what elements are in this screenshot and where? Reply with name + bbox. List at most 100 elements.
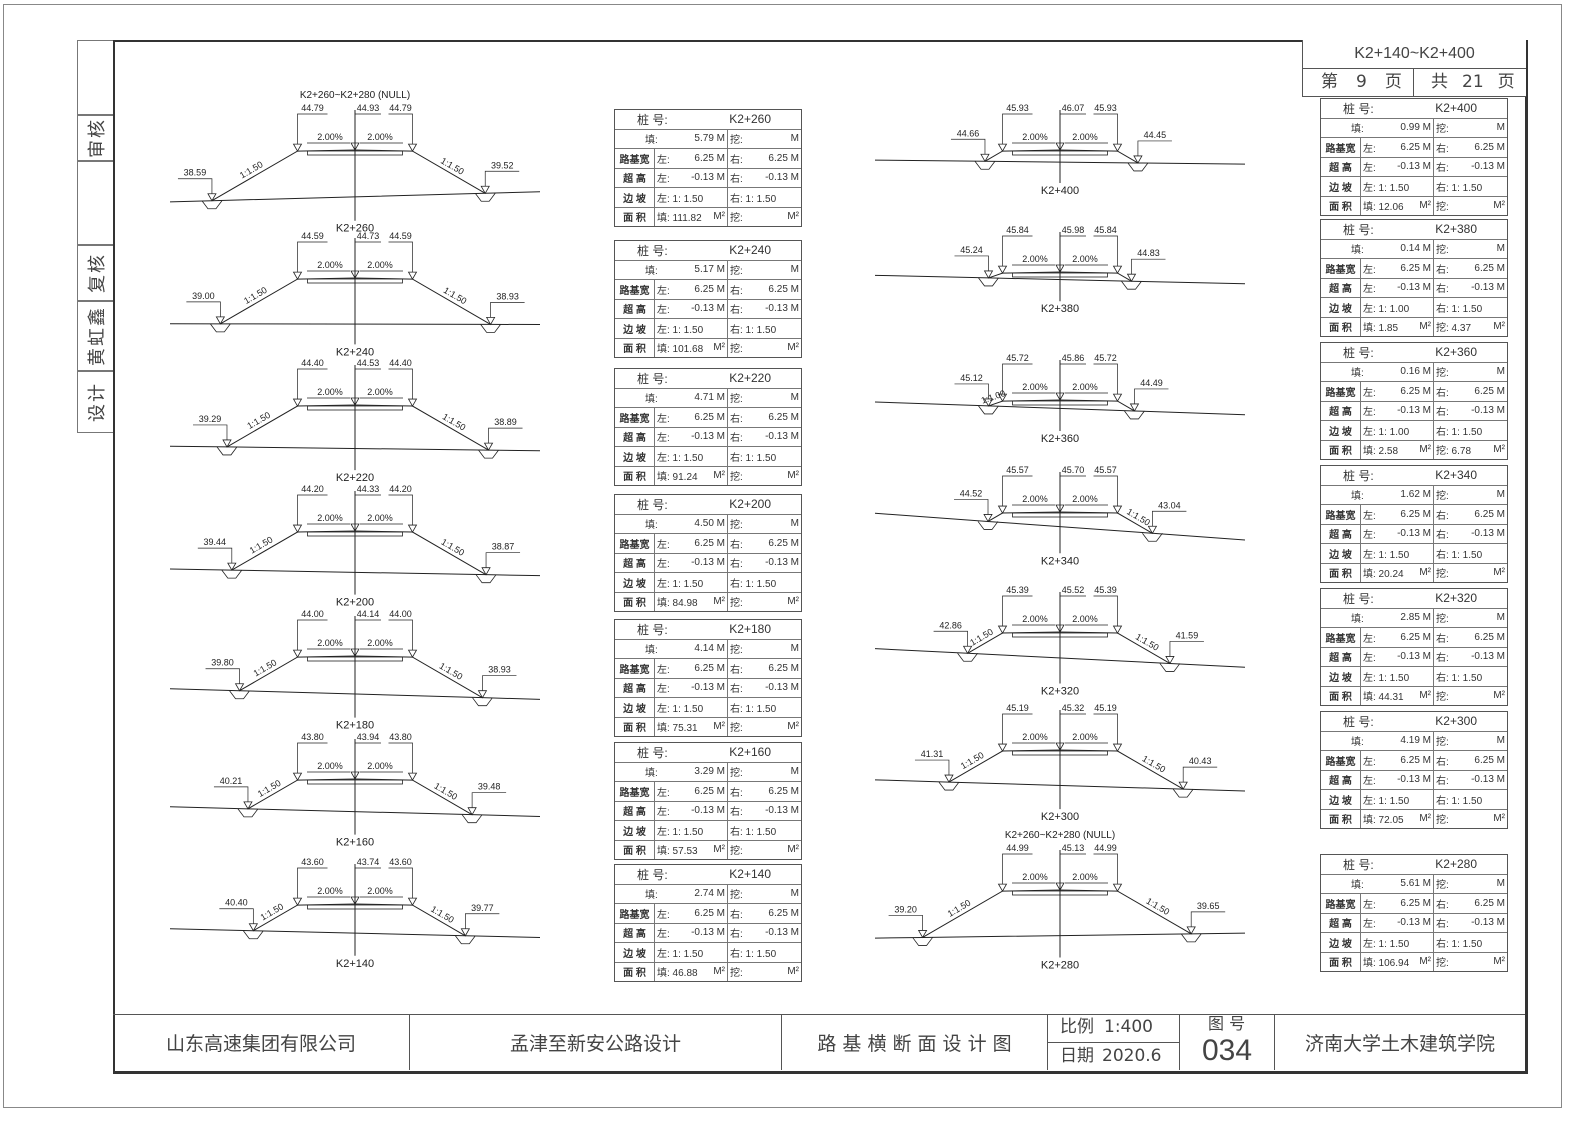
slope-right: 右: 1: 1.50 <box>730 193 777 205</box>
elevation-center: 44.53 <box>357 358 380 368</box>
embankment-outline <box>988 399 1135 412</box>
elevation-triangle-icon <box>292 897 303 906</box>
crossfall-right: 2.00% <box>1072 132 1098 142</box>
ground-line <box>874 648 1246 668</box>
table-row: 超 高左: -0.13 M 右: -0.13 M <box>1321 912 1507 932</box>
leader-line <box>197 547 233 564</box>
table-row: 超 高左: -0.13 M 右: -0.13 M <box>615 167 801 187</box>
elevation-edge-left: 45.93 <box>1006 103 1029 113</box>
cut-depth: 挖: M <box>1436 489 1505 503</box>
elevation-toe-left: 45.12 <box>960 373 983 383</box>
leader-line <box>914 759 950 776</box>
elevation-triangle-icon <box>997 743 1008 752</box>
elevation-triangle-icon <box>1112 143 1123 152</box>
ground-line <box>874 779 1246 792</box>
row-label: 面 积 <box>1321 563 1361 582</box>
row-label: 边 坡 <box>615 319 655 338</box>
table-row: 桩 号: K2+220 <box>615 369 801 388</box>
width-right: 右: 6.25 M <box>1436 262 1505 276</box>
table-row: 填: 2.85 M 挖: M <box>1321 607 1507 627</box>
cut-depth: 挖: M <box>1436 243 1505 257</box>
elevation-edge-left: 45.39 <box>1006 585 1029 595</box>
section-data-table: 桩 号: K2+180 填: 4.14 M 挖: M 路基宽 左: 6.25 M 右: 6.25 M… <box>614 619 802 737</box>
elevation-triangle-icon <box>1112 743 1123 752</box>
slope-left: 左: 1: 1.00 <box>1361 298 1434 317</box>
table-row: 路基宽 左: 6.25 M 右: 6.25 M <box>615 407 801 427</box>
row-label: 面 积 <box>1321 196 1361 215</box>
table-row: 边 坡左: 1: 1.50 右: 1: 1.50 <box>1321 666 1507 686</box>
row-label: 面 积 <box>1321 686 1361 705</box>
elevation-edge-right: 45.72 <box>1094 353 1117 363</box>
width-left: 左: 6.25 M <box>1361 138 1434 157</box>
elevation-triangle-icon <box>292 649 303 658</box>
table-row: 桩 号: K2+320 <box>1321 589 1507 608</box>
row-label: 路基宽 <box>1321 259 1361 278</box>
station-row: 桩 号: K2+200 <box>637 497 771 512</box>
leader-line <box>1002 595 1033 627</box>
row-label: 面 积 <box>615 840 655 859</box>
width-right: 右: 6.25 M <box>730 537 799 551</box>
elevation-triangle-icon <box>292 398 303 407</box>
elevation-edge-left: 43.80 <box>301 732 324 742</box>
leader-line <box>954 383 989 399</box>
slope-left: 左: 1: 1.50 <box>1361 177 1434 196</box>
ground-line <box>169 191 541 203</box>
ditch <box>472 697 493 707</box>
table-row: 边 坡左: 1: 1.50 右: 1: 1.50 <box>615 572 801 592</box>
ditch <box>478 449 499 459</box>
width-right: 右: 6.25 M <box>1436 897 1505 911</box>
area-fill: 填: 2.58 M² <box>1361 440 1434 459</box>
row-label: 边 坡 <box>1321 544 1361 563</box>
crossfall-right: 2.00% <box>367 387 393 397</box>
slope-right: 右: 1: 1.50 <box>1436 938 1483 950</box>
row-label: 面 积 <box>615 207 655 226</box>
project-name: 孟津至新安公路设计 <box>410 1014 782 1070</box>
table-row: 边 坡左: 1: 1.50 右: 1: 1.50 <box>1321 932 1507 952</box>
section-data-table: 桩 号: K2+360 填: 0.16 M 挖: M 路基宽 左: 6.25 M 右: 6.25 M… <box>1320 342 1508 460</box>
leader-line <box>950 138 986 155</box>
width-right: 右: 6.25 M <box>730 152 799 166</box>
leader-line <box>1093 363 1118 395</box>
table-row: 面 积填: 101.68 M² 挖: M² <box>615 337 801 357</box>
leader-line <box>354 494 381 524</box>
row-label: 边 坡 <box>615 698 655 717</box>
side-cell-review: 审核 <box>77 115 113 161</box>
station-label: K2+340 <box>1041 555 1079 567</box>
station-row: 桩 号: K2+240 <box>637 243 771 258</box>
station-row: 桩 号: K2+340 <box>1343 468 1477 483</box>
leader-line <box>465 913 500 929</box>
table-row: 边 坡左: 1: 1.50 右: 1: 1.50 <box>1321 543 1507 563</box>
station-row: 桩 号: K2+280 <box>1343 857 1477 872</box>
table-row: 填: 4.71 M 挖: M <box>615 387 801 407</box>
crossfall-left: 2.00% <box>317 260 343 270</box>
table-row: 填: 5.17 M 挖: M <box>615 259 801 279</box>
ditch <box>475 574 497 584</box>
table-row: 超 高左: -0.13 M 右: -0.13 M <box>1321 277 1507 297</box>
area-cut: 挖: M² <box>730 844 799 858</box>
table-row: 面 积填: 2.58 M² 挖: 6.78 M² <box>1321 439 1507 459</box>
station-row: 桩 号: K2+260 <box>637 112 771 127</box>
elevation-edge-right: 44.20 <box>389 484 412 494</box>
section-data-table: 桩 号: K2+220 填: 4.71 M 挖: M 路基宽 左: 6.25 M 右: 6.25 M… <box>614 368 802 486</box>
fill-height: 填: 0.14 M <box>1321 239 1434 258</box>
station-row: 桩 号: K2+380 <box>1343 222 1477 237</box>
leader-line <box>1002 235 1033 267</box>
station-range: K2+140~K2+400 <box>1354 45 1475 62</box>
slope-label-right: 1:1.50 <box>1134 632 1161 653</box>
width-left: 左: 6.25 M <box>655 280 728 299</box>
crossfall-left: 2.00% <box>1022 614 1048 624</box>
leader-line <box>297 368 328 400</box>
area-fill: 填: 1.85 M² <box>1361 317 1434 336</box>
slope-label-right: 1:1.50 <box>439 537 466 558</box>
table-row: 超 高左: -0.13 M 右: -0.13 M <box>615 552 801 572</box>
cut-depth: 挖: M <box>1436 878 1505 892</box>
row-label: 面 积 <box>1321 809 1361 828</box>
ditch <box>1142 533 1163 542</box>
leader-line <box>1093 475 1118 507</box>
elevation-center: 45.13 <box>1062 843 1085 853</box>
cut-depth: 挖: M <box>1436 735 1505 749</box>
row-label: 路基宽 <box>1321 751 1361 770</box>
superelevation-left: 左: -0.13 M <box>1361 913 1434 932</box>
station-label: K2+220 <box>336 472 374 484</box>
table-row: 填: 0.14 M 挖: M <box>1321 238 1507 258</box>
